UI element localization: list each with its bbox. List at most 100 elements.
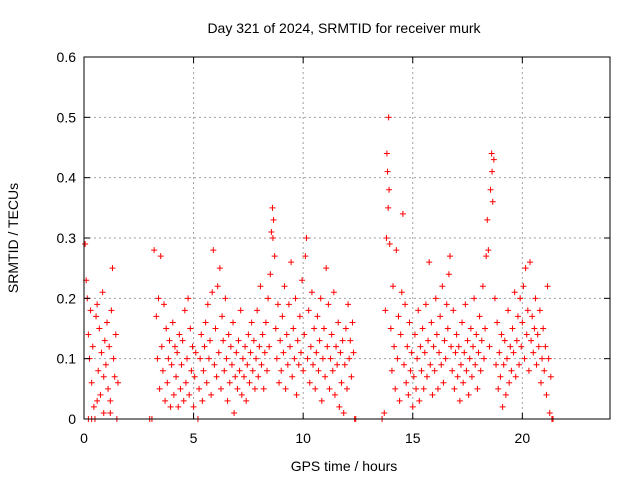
data-point	[159, 367, 166, 374]
data-point	[167, 403, 174, 410]
data-point	[334, 361, 341, 368]
data-point	[514, 313, 521, 320]
data-point	[479, 283, 486, 290]
data-point	[211, 361, 218, 368]
data-point	[209, 289, 216, 296]
data-point	[260, 385, 267, 392]
data-point	[302, 253, 309, 260]
data-point	[107, 397, 114, 404]
data-point	[326, 385, 333, 392]
data-point	[437, 313, 444, 320]
data-point	[98, 349, 105, 356]
data-point	[342, 325, 349, 332]
data-point	[518, 343, 525, 350]
data-point	[328, 331, 335, 338]
data-point	[460, 379, 467, 386]
data-point	[434, 385, 441, 392]
data-point	[205, 355, 212, 362]
data-point	[386, 186, 393, 193]
data-point	[425, 337, 432, 344]
data-point	[184, 355, 191, 362]
data-point	[317, 295, 324, 302]
data-point	[464, 337, 471, 344]
data-point	[248, 319, 255, 326]
data-point	[228, 361, 235, 368]
data-point	[324, 343, 331, 350]
data-point	[300, 367, 307, 374]
data-point	[521, 355, 528, 362]
data-point	[215, 349, 222, 356]
data-point	[383, 235, 390, 241]
data-point	[431, 367, 438, 374]
data-point	[340, 409, 347, 416]
x-tick-label: 5	[190, 430, 198, 446]
data-point	[165, 355, 172, 362]
data-point	[421, 349, 428, 356]
data-point	[155, 295, 162, 302]
data-point	[393, 247, 400, 254]
data-point	[255, 373, 262, 380]
data-point	[491, 295, 498, 302]
data-point	[179, 337, 186, 344]
data-point	[238, 391, 245, 398]
data-point	[181, 307, 188, 314]
data-point	[272, 325, 279, 332]
y-axis-label: SRMTID / TECUs	[5, 183, 21, 293]
data-point	[478, 337, 485, 344]
data-point	[276, 379, 283, 386]
data-point	[297, 349, 304, 356]
data-point	[448, 343, 455, 350]
data-point	[250, 337, 257, 344]
data-point	[175, 403, 182, 410]
data-point	[202, 319, 209, 326]
data-point	[284, 361, 291, 368]
data-point	[114, 379, 121, 386]
data-point	[299, 277, 306, 284]
data-point	[264, 367, 271, 374]
data-point	[247, 349, 254, 356]
data-point	[283, 331, 290, 338]
data-point	[490, 156, 497, 163]
data-point	[467, 325, 474, 332]
data-point	[249, 367, 256, 374]
data-point	[507, 343, 514, 350]
data-point	[422, 301, 429, 308]
data-point	[505, 307, 512, 314]
chart-title: Day 321 of 2024, SRMTID for receiver mur…	[207, 20, 481, 36]
data-point	[465, 391, 472, 398]
data-point	[438, 361, 445, 368]
data-point	[240, 373, 247, 380]
data-point	[269, 235, 276, 241]
data-point	[402, 301, 409, 308]
data-point	[166, 337, 173, 344]
data-point	[233, 349, 240, 356]
data-point	[217, 385, 224, 392]
data-point	[204, 301, 211, 308]
data-point	[279, 313, 286, 320]
data-point	[341, 361, 348, 368]
data-point	[482, 325, 489, 332]
data-point	[440, 379, 447, 386]
y-tick-label: 0.2	[57, 290, 77, 306]
data-point	[214, 283, 221, 290]
data-point	[157, 253, 164, 260]
data-point	[220, 337, 227, 344]
data-point	[221, 367, 228, 374]
data-point	[280, 349, 287, 356]
data-point	[399, 210, 406, 217]
data-point	[350, 349, 357, 356]
data-point	[516, 361, 523, 368]
data-point	[388, 367, 395, 374]
data-point	[97, 391, 104, 398]
data-point	[101, 337, 108, 344]
data-point	[100, 409, 107, 416]
data-point	[532, 295, 539, 302]
data-point	[304, 355, 311, 362]
data-point	[517, 295, 524, 302]
data-point	[501, 337, 508, 344]
data-points	[82, 114, 557, 422]
data-point	[330, 289, 337, 296]
data-point	[311, 325, 318, 332]
data-point	[320, 325, 327, 332]
data-point	[346, 355, 353, 362]
